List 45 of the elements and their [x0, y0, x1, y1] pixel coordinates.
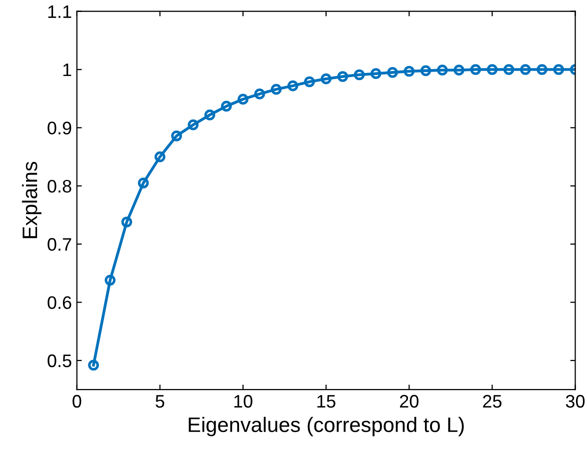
x-axis-title: Eigenvalues (correspond to L)	[188, 416, 464, 436]
y-tick-label: 0.6	[48, 296, 72, 310]
point	[436, 64, 448, 76]
y-tick-label: 0.8	[48, 180, 72, 193]
point	[238, 94, 248, 105]
point	[520, 64, 531, 75]
point	[270, 84, 282, 95]
point	[420, 65, 432, 76]
point	[138, 178, 149, 188]
x-tick-label: 15	[317, 395, 336, 408]
point	[370, 68, 382, 80]
point	[220, 100, 232, 112]
point	[337, 71, 348, 82]
point	[404, 66, 415, 77]
point	[553, 64, 564, 75]
x-tick-label: 10	[234, 394, 252, 408]
point	[188, 119, 199, 130]
point	[486, 64, 498, 75]
y-tick-label: 1	[63, 64, 72, 76]
point	[454, 64, 464, 76]
point	[154, 151, 166, 162]
point	[304, 76, 315, 88]
point	[354, 69, 365, 80]
point	[171, 130, 182, 142]
point	[88, 360, 99, 371]
point	[104, 274, 116, 286]
point	[503, 64, 514, 75]
y-tick-label: 0.5	[48, 354, 72, 368]
point	[204, 109, 216, 120]
point	[470, 64, 482, 75]
point	[320, 73, 332, 84]
x-tick-label: 0	[72, 394, 82, 408]
point	[121, 216, 132, 228]
x-tick-label: 20	[400, 394, 418, 408]
point	[254, 88, 266, 100]
point	[287, 80, 298, 92]
x-tick-label: 30	[566, 394, 585, 408]
y-tick-label: 0.7	[48, 238, 72, 251]
y-tick-label: 0.9	[48, 122, 72, 134]
y-axis-title: Explains	[22, 162, 42, 238]
x-tick-label: 5	[156, 395, 164, 408]
y-tick-label: 1.1	[48, 5, 72, 18]
x-tick-label: 25	[483, 394, 502, 408]
point	[387, 67, 398, 78]
point	[536, 64, 548, 75]
